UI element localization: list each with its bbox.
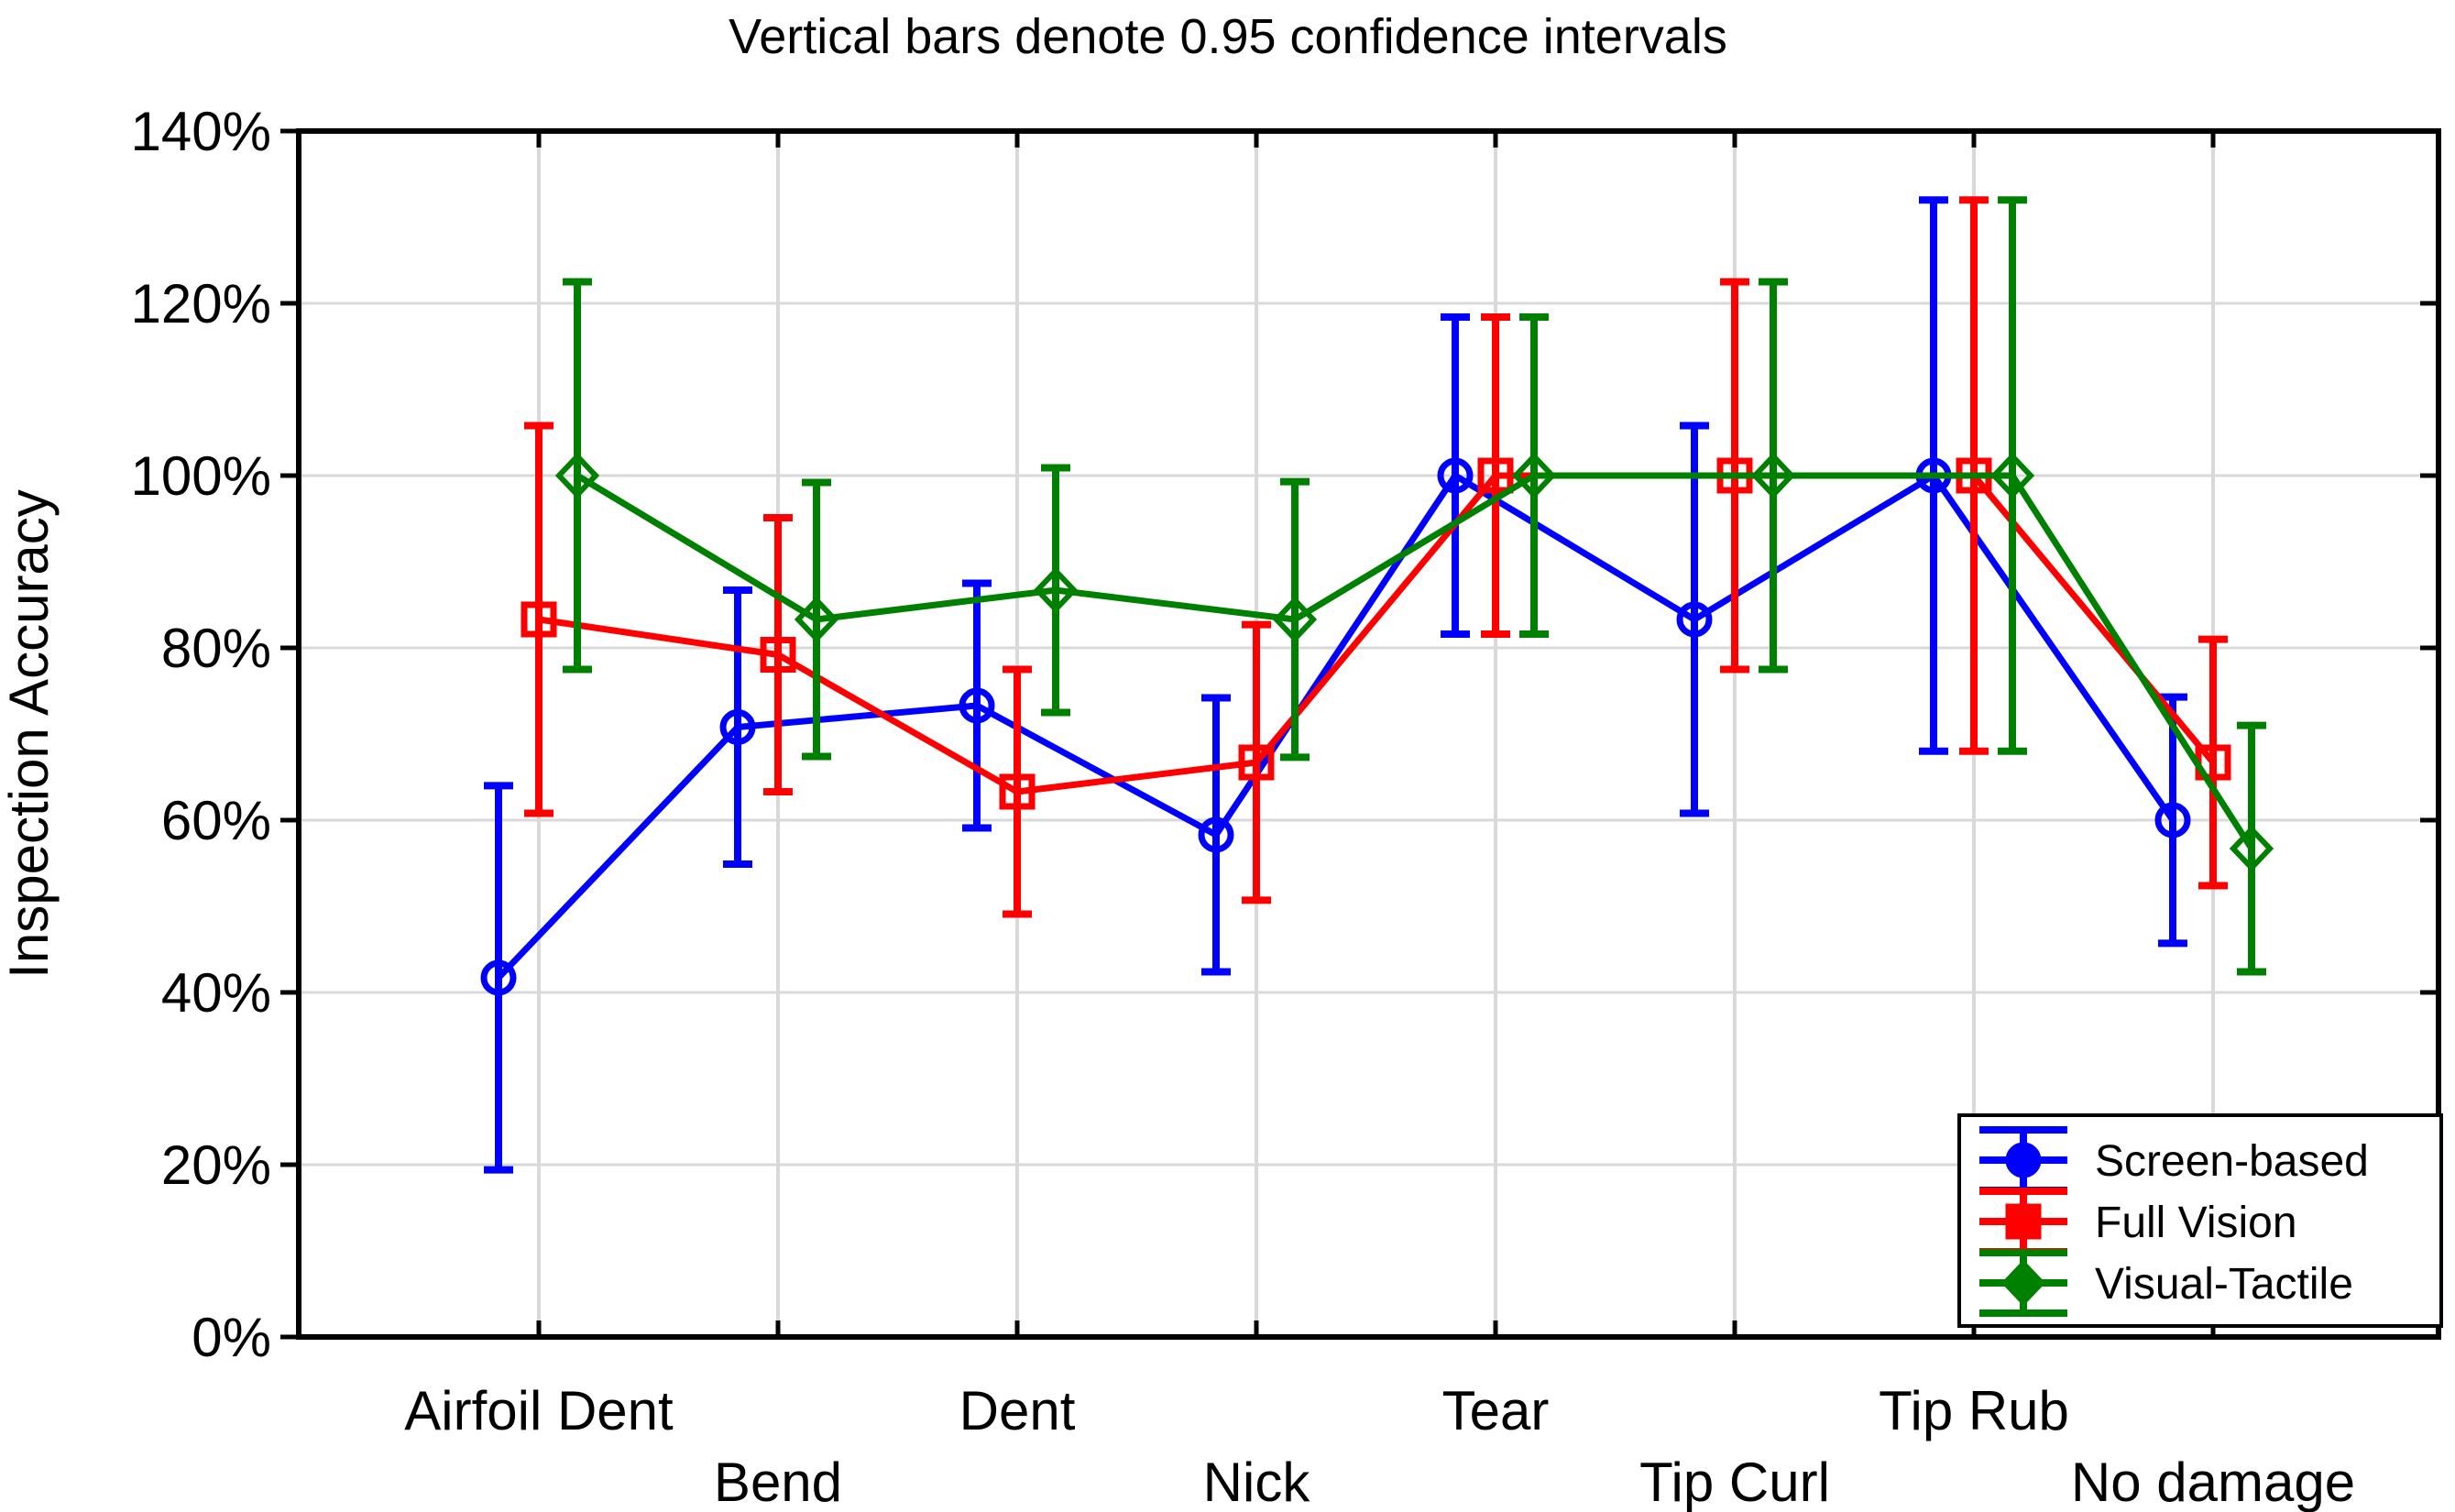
legend-label-screen-based: Screen-based <box>2095 1137 2369 1186</box>
data-point-marker-square <box>760 637 796 674</box>
axis-tick-labels: 0% 20% 40% 60% 80% 100% 120% 140% Airfoil Dent Be… <box>131 101 2356 1512</box>
legend: Screen-based Full Vision Visual-Tactile <box>1957 1113 2443 1328</box>
series-screen-based <box>480 196 2191 1174</box>
legend-marker-glyphs <box>1979 1126 2067 1317</box>
data-point-marker-diamond <box>1272 596 1318 643</box>
data-point-marker-diamond <box>1750 452 1796 499</box>
data-point-marker-diamond <box>1511 452 1557 499</box>
legend-label-full-vision: Full Vision <box>2095 1199 2297 1247</box>
data-point-marker-square <box>999 773 1036 810</box>
series-visual-tactile <box>554 196 2274 976</box>
x-category-label: Tip Curl <box>1639 1452 1830 1512</box>
y-axis-title: Inspection Accuracy <box>0 489 60 979</box>
data-point-marker-square <box>521 601 557 638</box>
data-point-marker-diamond <box>2000 1259 2046 1307</box>
x-category-label: No damage <box>2071 1452 2355 1512</box>
data-point-marker-circle <box>2005 1142 2042 1178</box>
y-tick-label: 0% <box>192 1307 271 1368</box>
y-tick-label: 100% <box>131 445 271 507</box>
x-category-label: Bend <box>714 1452 842 1512</box>
data-point-marker-square <box>2005 1203 2042 1240</box>
data-point-marker-circle <box>719 708 756 745</box>
x-category-label: Airfoil Dent <box>404 1380 674 1441</box>
y-tick-label: 40% <box>161 962 271 1024</box>
data-point-marker-circle <box>1676 601 1713 638</box>
data-point-marker-square <box>1477 457 1514 494</box>
series-line <box>538 472 2216 795</box>
data-point-marker-circle <box>1437 457 1474 494</box>
x-category-label: Dent <box>959 1380 1076 1441</box>
y-tick-label: 120% <box>131 273 271 334</box>
data-point-marker-diamond <box>2229 825 2274 872</box>
data-series <box>480 196 2274 1174</box>
x-category-label: Nick <box>1203 1452 1311 1512</box>
data-point-marker-square <box>1238 744 1275 781</box>
x-category-label: Tip Rub <box>1879 1380 2069 1441</box>
legend-label-visual-tactile: Visual-Tactile <box>2095 1260 2353 1309</box>
data-point-marker-circle <box>959 687 995 724</box>
data-point-marker-circle <box>1198 816 1234 853</box>
x-category-label: Tear <box>1442 1380 1550 1441</box>
y-tick-label: 60% <box>161 790 271 851</box>
y-tick-label: 80% <box>161 618 271 679</box>
data-point-marker-diamond <box>794 596 839 643</box>
y-tick-label: 140% <box>131 101 271 162</box>
data-point-marker-diamond <box>554 452 600 499</box>
data-point-marker-circle <box>480 959 517 996</box>
y-tick-label: 20% <box>161 1134 271 1196</box>
chart-title: Vertical bars denote 0.95 confidence int… <box>729 9 1727 64</box>
legend-glyph-diamond <box>1979 1249 2067 1317</box>
plot-border <box>296 128 2441 1340</box>
series-line <box>575 472 2254 850</box>
data-point-marker-diamond <box>1033 566 1079 614</box>
data-point-marker-circle <box>2154 802 2191 838</box>
data-point-marker-diamond <box>1989 452 2035 499</box>
